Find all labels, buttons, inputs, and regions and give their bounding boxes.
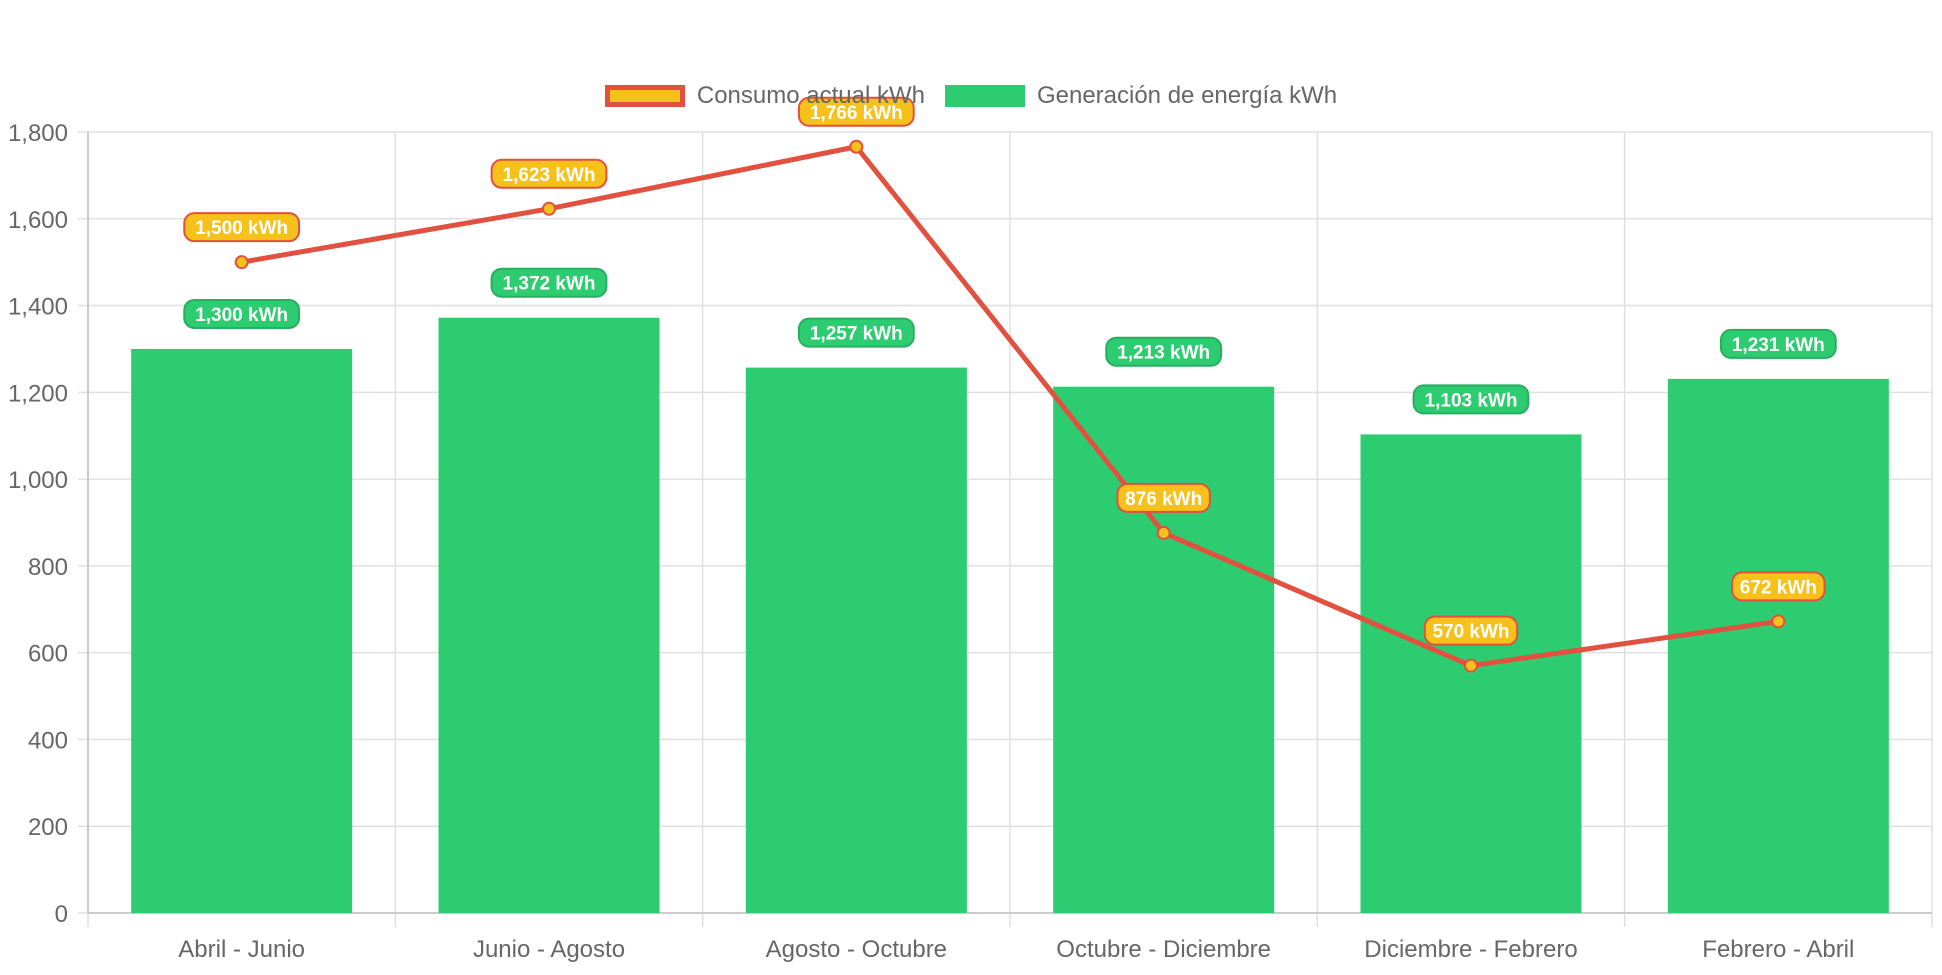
x-tick-label: Octubre - Diciembre — [1056, 936, 1271, 963]
data-label-consumo-bg — [1731, 571, 1826, 602]
data-label-consumo: 1,500 kWh — [195, 218, 288, 239]
legend-label-generacion: Generación de energía kWh — [1036, 82, 1338, 109]
y-tick-label: 1,400 — [8, 294, 68, 321]
data-label-generacion: 1,231 kWh — [1732, 335, 1825, 356]
legend-swatch-generacion — [944, 85, 1025, 107]
y-tick-label: 1,600 — [8, 207, 68, 234]
data-label-generacion-bg — [490, 267, 608, 298]
legend-swatch-consumo — [604, 85, 685, 107]
bar-generacion — [438, 317, 660, 913]
y-tick-label: 400 — [28, 727, 68, 754]
data-label-generacion-bg — [183, 298, 301, 329]
x-tick-label: Agosto - Octubre — [766, 936, 947, 963]
bar-generacion — [1667, 378, 1889, 913]
y-tick-label: 1,800 — [8, 120, 68, 147]
point-consumo — [1156, 525, 1171, 540]
legend: Consumo actual kWh Generación de energía… — [0, 82, 1942, 110]
bar-generacion — [1053, 386, 1275, 914]
data-label-generacion-bg — [1105, 336, 1223, 367]
y-tick-label: 600 — [28, 641, 68, 668]
data-label-generacion-bg — [1719, 328, 1837, 359]
bar-generacion — [1360, 434, 1582, 913]
legend-label-consumo: Consumo actual kWh — [696, 82, 925, 109]
y-tick-label: 1,000 — [8, 467, 68, 494]
data-label-consumo: 672 kWh — [1740, 577, 1817, 598]
x-tick-label: Diciembre - Febrero — [1364, 936, 1577, 963]
point-consumo — [234, 255, 249, 270]
point-consumo — [1464, 658, 1478, 673]
point-consumo — [849, 139, 864, 154]
data-label-consumo-bg — [1423, 615, 1519, 646]
y-tick-label: 200 — [28, 814, 68, 841]
data-label-consumo-bg — [797, 96, 915, 127]
data-label-generacion: 1,103 kWh — [1425, 390, 1518, 411]
data-label-generacion: 1,213 kWh — [1117, 343, 1210, 364]
data-label-generacion: 1,300 kWh — [195, 305, 288, 326]
data-label-generacion-bg — [797, 317, 915, 348]
legend-item-consumo[interactable]: Consumo actual kWh — [604, 82, 925, 110]
data-label-generacion-bg — [1412, 384, 1530, 415]
y-tick-label: 800 — [28, 554, 68, 581]
y-tick-label: 1,200 — [8, 380, 68, 407]
bar-generacion — [745, 367, 967, 913]
x-tick-label: Abril - Junio — [178, 936, 305, 963]
point-consumo — [542, 201, 556, 216]
data-label-consumo: 876 kWh — [1125, 489, 1202, 510]
data-label-generacion: 1,372 kWh — [503, 274, 596, 295]
data-label-generacion: 1,257 kWh — [810, 324, 903, 345]
x-tick-label: Febrero - Abril — [1702, 936, 1854, 963]
x-tick-label: Junio - Agosto — [473, 936, 625, 963]
data-label-consumo: 570 kWh — [1432, 622, 1509, 643]
bar-generacion — [131, 348, 353, 913]
data-label-consumo-bg — [1116, 482, 1211, 513]
line-consumo — [241, 144, 1779, 669]
data-label-consumo: 1,623 kWh — [503, 165, 596, 186]
legend-item-generacion[interactable]: Generación de energía kWh — [944, 82, 1338, 110]
data-label-consumo: 1,766 kWh — [810, 103, 903, 124]
data-label-consumo-bg — [183, 212, 301, 243]
point-consumo — [1771, 614, 1786, 629]
y-tick-label: 0 — [55, 901, 68, 928]
data-label-consumo-bg — [490, 158, 608, 189]
